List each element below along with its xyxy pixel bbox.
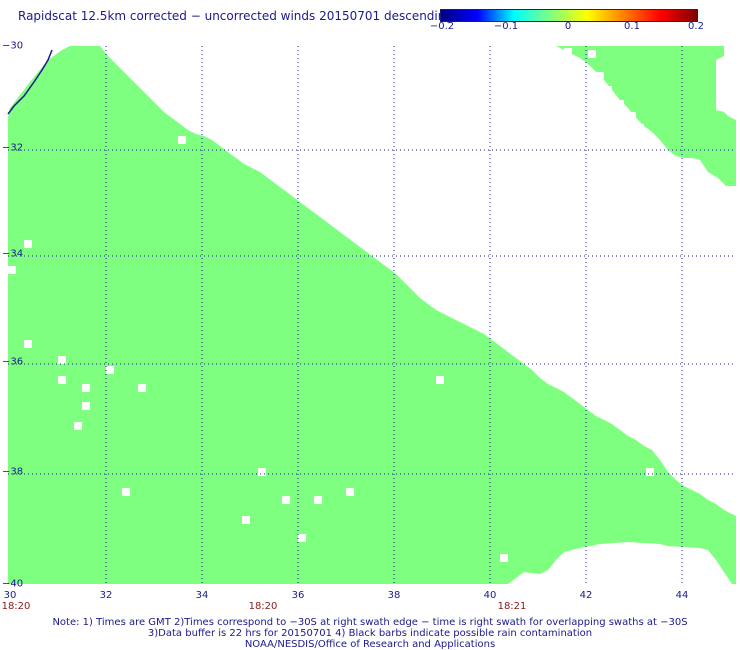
latitude-label: −38: [2, 466, 24, 478]
missing-data-cells: [8, 48, 668, 562]
latitude-label: −34: [2, 248, 24, 260]
longitude-label: 30: [3, 590, 17, 601]
longitude-label: 34: [195, 590, 209, 601]
latitude-label: −40: [2, 578, 24, 590]
colorbar-tick: 0.2: [688, 21, 704, 32]
longitude-label: 36: [291, 590, 305, 601]
footnote-credit: NOAA/NESDIS/Office of Research and Appli…: [244, 639, 496, 650]
longitude-label: 44: [675, 590, 689, 601]
swath-main: [8, 46, 736, 584]
colorbar-tick: 0: [564, 21, 572, 32]
time-label: 18:20: [248, 601, 278, 612]
colorbar-tick: −0.1: [493, 21, 519, 32]
colorbar-tick: −0.2: [429, 21, 455, 32]
longitude-label: 32: [99, 590, 113, 601]
colorbar: [440, 9, 698, 22]
footnote-line-2: 3)Data buffer is 22 hrs for 20150701 4) …: [147, 628, 593, 639]
swath-upper-right: [556, 46, 736, 186]
time-label: 18:21: [497, 601, 527, 612]
latitude-label: −32: [2, 142, 24, 154]
longitude-label: 42: [579, 590, 593, 601]
latitude-label: −36: [2, 356, 24, 368]
colorbar-tick: 0.1: [624, 21, 640, 32]
time-label: 18:20: [1, 601, 31, 612]
footnote-line-1: Note: 1) Times are GMT 2)Times correspon…: [52, 617, 688, 628]
map-title: Rapidscat 12.5km corrected − uncorrected…: [18, 9, 453, 23]
longitude-label: 40: [483, 590, 497, 601]
longitude-label: 38: [387, 590, 401, 601]
gridlines: [8, 46, 736, 584]
latitude-label: −30: [2, 40, 24, 52]
coastline: [7, 49, 53, 115]
